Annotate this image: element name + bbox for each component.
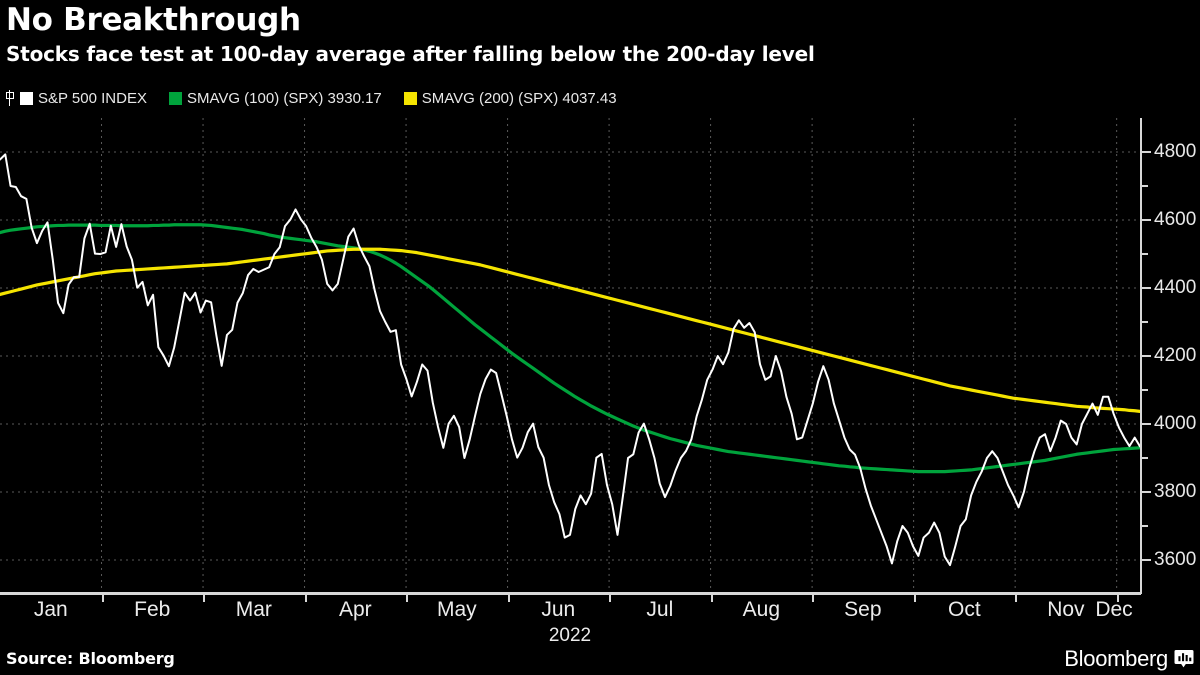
x-axis-label: Aug xyxy=(742,598,781,621)
x-axis-tick xyxy=(101,594,104,602)
legend-label: S&P 500 INDEX xyxy=(38,89,147,107)
series-line-sma100 xyxy=(0,223,1140,474)
x-axis-tick xyxy=(304,594,307,602)
series-line-price xyxy=(0,153,1140,567)
y-axis-label: 3600 xyxy=(1154,549,1197,570)
x-axis-tick xyxy=(1116,594,1119,602)
x-axis-label: Oct xyxy=(948,598,981,621)
x-axis-label: Dec xyxy=(1095,598,1133,621)
x-axis-tick xyxy=(812,594,815,602)
legend-color-swatch xyxy=(168,91,182,105)
x-axis-label: Jul xyxy=(646,598,674,621)
x-axis-label: Jan xyxy=(33,598,68,621)
x-axis-label: Apr xyxy=(338,598,372,621)
y-axis-label: 4200 xyxy=(1154,345,1197,366)
x-axis-label: May xyxy=(436,598,477,621)
x-axis-tick xyxy=(406,594,409,602)
x-axis-line xyxy=(0,592,1141,595)
x-axis-tick xyxy=(609,594,612,602)
legend-color-swatch xyxy=(20,91,33,105)
x-axis-tick xyxy=(710,594,713,602)
x-axis-label: Feb xyxy=(134,598,171,621)
legend-color-swatch xyxy=(403,91,417,105)
y-axis-tick xyxy=(1142,219,1151,221)
legend-label: SMAVG (100) (SPX) 3930.17 xyxy=(186,89,382,107)
y-axis-minor-tick xyxy=(1142,457,1148,459)
y-axis-tick xyxy=(1142,423,1151,425)
candlestick-icon xyxy=(4,89,17,107)
legend-item[interactable]: SMAVG (100) (SPX) 3930.17 xyxy=(168,89,382,107)
y-axis-minor-tick xyxy=(1142,525,1148,527)
bloomberg-branding: Bloomberg xyxy=(1064,646,1194,672)
y-axis-tick xyxy=(1142,287,1151,289)
y-axis-minor-tick xyxy=(1142,253,1148,255)
brand-label: Bloomberg xyxy=(1064,646,1168,671)
x-axis-tick xyxy=(913,594,916,602)
y-axis-minor-tick xyxy=(1142,389,1148,391)
x-axis-label: Jun xyxy=(541,598,576,621)
y-axis-tick xyxy=(1142,491,1151,493)
y-axis-minor-tick xyxy=(1142,185,1148,187)
page-subtitle: Stocks face test at 100-day average afte… xyxy=(6,42,815,66)
x-axis-label: Sep xyxy=(844,598,882,621)
source-caption: Source: Bloomberg xyxy=(6,649,175,668)
page-title: No Breakthrough xyxy=(6,2,301,38)
plot-area xyxy=(0,118,1140,594)
y-axis-label: 3800 xyxy=(1154,481,1197,502)
y-axis-minor-tick xyxy=(1142,321,1148,323)
y-axis-tick xyxy=(1142,151,1151,153)
x-axis-title: 2022 xyxy=(548,625,592,646)
x-axis-tick xyxy=(203,594,206,602)
legend-item[interactable]: S&P 500 INDEX xyxy=(4,89,147,107)
x-axis-tick xyxy=(1015,594,1018,602)
series-line-sma200 xyxy=(0,247,1140,414)
y-axis-tick xyxy=(1142,559,1151,561)
y-axis-tick xyxy=(1142,355,1151,357)
y-axis-label: 4800 xyxy=(1154,141,1197,162)
y-axis: 3600 3800 4000 4200 4400 4600 4800 xyxy=(1138,118,1200,594)
legend-item[interactable]: SMAVG (200) (SPX) 4037.43 xyxy=(403,89,617,107)
y-axis-line xyxy=(1140,118,1142,594)
x-axis-label: Nov xyxy=(1047,598,1085,621)
x-axis-label: Mar xyxy=(235,598,272,621)
chart-canvas xyxy=(0,118,1140,594)
y-axis-label: 4400 xyxy=(1154,277,1197,298)
x-axis-tick xyxy=(507,594,510,602)
y-axis-label: 4600 xyxy=(1154,209,1197,230)
legend-label: SMAVG (200) (SPX) 4037.43 xyxy=(421,89,617,107)
bloomberg-terminal-icon xyxy=(1174,649,1194,669)
chart-legend: S&P 500 INDEX SMAVG (100) (SPX) 3930.17 SM… xyxy=(4,88,639,108)
y-axis-label: 4000 xyxy=(1154,413,1197,434)
